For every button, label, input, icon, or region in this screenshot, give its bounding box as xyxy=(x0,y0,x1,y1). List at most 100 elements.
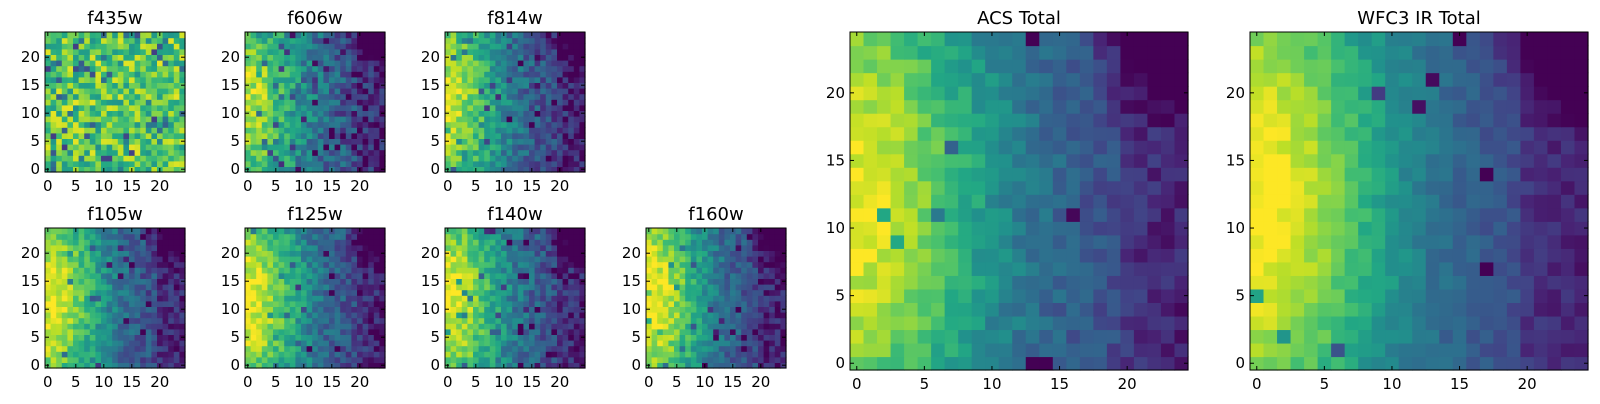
heatmap-cell xyxy=(284,155,290,161)
heatmap-cell xyxy=(245,318,251,324)
heatmap-cell xyxy=(129,133,135,139)
heatmap-cell xyxy=(73,49,79,55)
heatmap-cell xyxy=(340,357,346,363)
heatmap-cell xyxy=(657,346,663,352)
heatmap-cell xyxy=(101,77,107,83)
heatmap-cell xyxy=(512,82,518,88)
heatmap-cell xyxy=(368,116,374,122)
x-tick-label: 20 xyxy=(751,373,770,391)
heatmap-cell xyxy=(301,295,307,301)
heatmap-cell xyxy=(279,127,285,133)
heatmap-cell xyxy=(1107,167,1121,181)
heatmap-cell xyxy=(273,71,279,77)
heatmap-cell xyxy=(551,94,557,100)
heatmap-cell xyxy=(146,334,152,340)
heatmap-cell xyxy=(84,273,90,279)
heatmap-cell xyxy=(1093,329,1107,343)
heatmap-cell xyxy=(295,284,301,290)
heatmap-cell xyxy=(495,38,501,44)
heatmap-cell xyxy=(67,301,73,307)
heatmap-cell xyxy=(1066,194,1080,208)
heatmap-cell xyxy=(107,234,113,240)
heatmap-cell xyxy=(535,301,541,307)
heatmap-cell xyxy=(157,155,163,161)
heatmap-cell xyxy=(357,301,363,307)
heatmap-cell xyxy=(529,122,535,128)
heatmap-cell xyxy=(95,60,101,66)
heatmap-cell xyxy=(674,334,680,340)
heatmap-cell xyxy=(730,284,736,290)
heatmap-cell xyxy=(67,71,73,77)
heatmap-cell xyxy=(507,94,513,100)
heatmap-cell xyxy=(279,323,285,329)
heatmap-cell xyxy=(775,346,781,352)
heatmap-cell xyxy=(140,82,146,88)
heatmap-cell xyxy=(752,256,758,262)
x-tick-label: 20 xyxy=(150,177,169,195)
heatmap-cell xyxy=(691,228,697,234)
heatmap-cell xyxy=(301,351,307,357)
heatmap-cell xyxy=(535,138,541,144)
heatmap-cell xyxy=(877,275,891,289)
heatmap-cell xyxy=(140,351,146,357)
heatmap-cell xyxy=(157,60,163,66)
heatmap-cell xyxy=(118,105,124,111)
heatmap-cell xyxy=(323,250,329,256)
heatmap-cell xyxy=(135,340,141,346)
heatmap-cell xyxy=(101,161,107,167)
heatmap-cell xyxy=(140,122,146,128)
heatmap-cell xyxy=(284,267,290,273)
heatmap-cell xyxy=(696,357,702,363)
heatmap-cell xyxy=(713,245,719,251)
heatmap-cell xyxy=(273,60,279,66)
heatmap-cell xyxy=(56,284,62,290)
heatmap-cell xyxy=(646,245,652,251)
heatmap-cell xyxy=(507,88,513,94)
heatmap-cell xyxy=(495,245,501,251)
heatmap-cell xyxy=(657,357,663,363)
heatmap-cell xyxy=(140,94,146,100)
heatmap-cell xyxy=(95,161,101,167)
heatmap-cell xyxy=(174,228,180,234)
heatmap-cell xyxy=(563,340,569,346)
heatmap-cell xyxy=(456,290,462,296)
heatmap-cell xyxy=(568,306,574,312)
heatmap-cell xyxy=(764,273,770,279)
heatmap-cell xyxy=(251,161,257,167)
heatmap-cell xyxy=(512,284,518,290)
heatmap-cell xyxy=(346,306,352,312)
heatmap-cell xyxy=(101,318,107,324)
heatmap-cell xyxy=(335,273,341,279)
heatmap-cell xyxy=(123,94,129,100)
heatmap-cell xyxy=(329,144,335,150)
heatmap-cell xyxy=(262,329,268,335)
heatmap-cell xyxy=(335,278,341,284)
heatmap-cell xyxy=(56,290,62,296)
heatmap-cell xyxy=(307,340,313,346)
heatmap-cell xyxy=(256,273,262,279)
heatmap-cell xyxy=(1107,262,1121,276)
heatmap-cell xyxy=(467,295,473,301)
heatmap-cell xyxy=(512,357,518,363)
heatmap-cell xyxy=(157,267,163,273)
heatmap-cell xyxy=(146,323,152,329)
heatmap-cell xyxy=(574,284,580,290)
heatmap-cell xyxy=(764,340,770,346)
heatmap-cell xyxy=(140,273,146,279)
heatmap-cell xyxy=(563,77,569,83)
heatmap-cells xyxy=(646,228,787,369)
heatmap-cell xyxy=(523,110,529,116)
heatmap-cell xyxy=(73,323,79,329)
heatmap-cell xyxy=(891,343,905,357)
heatmap-cell xyxy=(56,161,62,167)
heatmap-cell xyxy=(346,346,352,352)
heatmap-cell xyxy=(290,116,296,122)
heatmap-cell xyxy=(568,278,574,284)
heatmap-cell xyxy=(340,250,346,256)
heatmap-cell xyxy=(758,318,764,324)
heatmap-cell xyxy=(535,150,541,156)
heatmap-cell xyxy=(146,284,152,290)
heatmap-cell xyxy=(535,239,541,245)
heatmap-cell xyxy=(301,161,307,167)
heatmap-cell xyxy=(284,262,290,268)
